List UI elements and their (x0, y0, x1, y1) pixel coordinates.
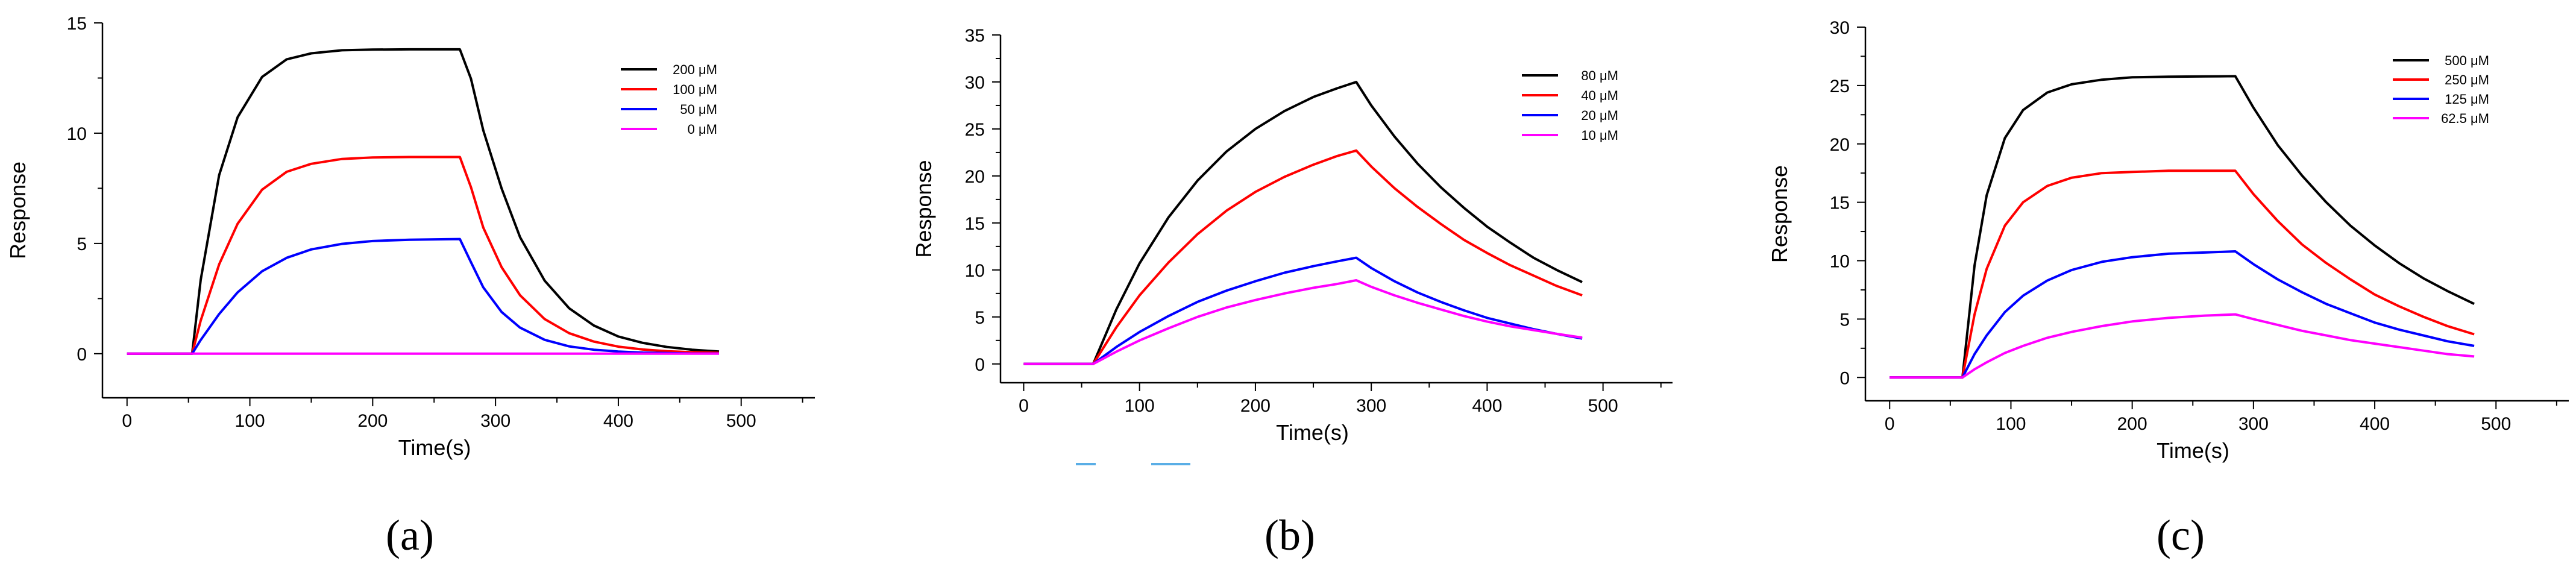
x-tick-label: 0 (1019, 396, 1029, 416)
y-axis-label: Response (1767, 165, 1792, 263)
y-tick-label: 10 (67, 124, 87, 144)
series-line (1023, 81, 1583, 365)
x-tick-label: 500 (726, 411, 756, 431)
y-tick-label: 5 (77, 234, 87, 254)
y-tick-label: 10 (1830, 252, 1850, 272)
x-axis-label: Time(s) (2157, 438, 2229, 463)
legend-label: 20 μM (1581, 108, 1618, 123)
series-line (1023, 149, 1583, 365)
chart-panel-2: 0 100 200 300 400 500 0 5 10 15 20 25 30 35 Time(s) Res… (911, 26, 1673, 559)
y-tick-label: 15 (965, 214, 985, 234)
chart-panel-3: 0 100 200 300 400 500 0 5 10 15 20 25 30 Time(s) Respo… (1767, 18, 2569, 559)
y-tick-label: 30 (965, 73, 985, 93)
legend-label: 50 μM (680, 102, 717, 117)
panel-label: (a) (386, 511, 434, 559)
x-tick-label: 400 (603, 411, 633, 431)
legend-label: 200 μM (673, 62, 717, 77)
y-tick-label: 5 (1839, 310, 1850, 330)
x-tick-label: 500 (1588, 396, 1618, 416)
x-tick-label: 200 (357, 411, 388, 431)
x-axis-label: Time(s) (1276, 420, 1349, 445)
y-tick-label: 35 (965, 26, 985, 46)
y-tick-label: 20 (965, 167, 985, 187)
legend-label: 10 μM (1581, 128, 1618, 143)
legend-label: 100 μM (673, 82, 717, 97)
legend-label: 500 μM (2445, 53, 2489, 68)
legend-label: 80 μM (1581, 68, 1618, 83)
y-tick-label: 0 (1839, 368, 1850, 388)
x-tick-label: 300 (480, 411, 510, 431)
x-tick-label: 500 (2481, 414, 2511, 434)
series-line (1023, 256, 1583, 365)
legend-label: 250 μM (2445, 72, 2489, 87)
y-axis-label: Response (5, 162, 30, 259)
series-line (1890, 250, 2475, 379)
y-tick-label: 20 (1830, 135, 1850, 155)
y-tick-label: 0 (77, 345, 87, 365)
x-tick-label: 200 (2117, 414, 2147, 434)
x-axis-label: Time(s) (398, 435, 471, 460)
panel-label: (b) (1264, 511, 1315, 559)
x-tick-label: 100 (1125, 396, 1155, 416)
series-line (127, 48, 720, 355)
legend-label: 0 μM (688, 122, 717, 137)
y-tick-label: 15 (67, 14, 87, 34)
y-tick-label: 15 (1830, 193, 1850, 213)
legend-label: 40 μM (1581, 88, 1618, 103)
x-tick-label: 200 (1240, 396, 1271, 416)
y-tick-label: 10 (965, 261, 985, 281)
x-tick-label: 0 (1885, 414, 1895, 434)
y-tick-label: 25 (965, 120, 985, 140)
panel-label: (c) (2157, 511, 2205, 559)
legend-label: 125 μM (2445, 92, 2489, 107)
series-line (1023, 279, 1583, 365)
y-tick-label: 25 (1830, 77, 1850, 96)
y-tick-label: 30 (1830, 18, 1850, 38)
series-line (127, 156, 720, 355)
y-tick-label: 0 (975, 355, 985, 375)
x-tick-label: 300 (1356, 396, 1386, 416)
series-line (1890, 75, 2475, 379)
x-tick-label: 300 (2238, 414, 2269, 434)
chart-panel-1: 0 100 200 300 400 500 0 5 10 15 Time(s) Response 200… (5, 14, 815, 559)
series-line (1890, 313, 2475, 379)
series-line (1890, 169, 2475, 379)
x-tick-label: 400 (2360, 414, 2390, 434)
series-line (127, 237, 719, 355)
x-tick-label: 100 (235, 411, 265, 431)
y-axis-label: Response (911, 160, 936, 257)
legend-label: 62.5 μM (2441, 111, 2489, 126)
y-tick-label: 5 (975, 308, 985, 328)
x-tick-label: 400 (1472, 396, 1502, 416)
x-tick-label: 100 (1996, 414, 2026, 434)
x-tick-label: 0 (122, 411, 132, 431)
